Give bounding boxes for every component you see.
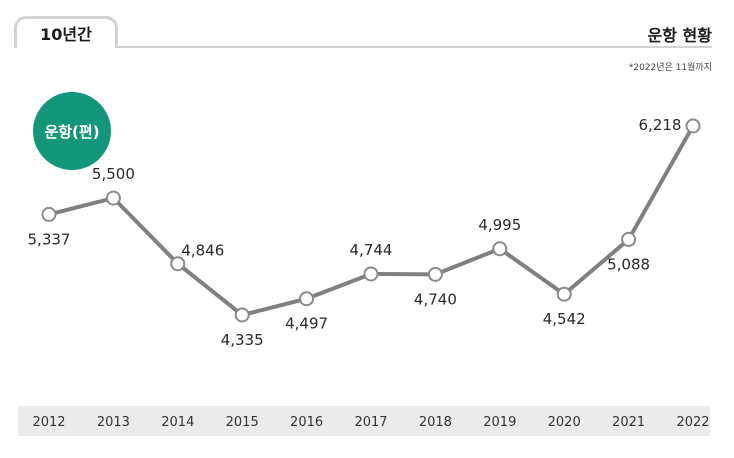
x-tick-label: 2015 <box>226 415 259 430</box>
data-point <box>556 286 572 302</box>
data-label: 4,995 <box>478 216 521 234</box>
x-tick-label: 2018 <box>419 415 452 430</box>
data-label: 4,497 <box>285 315 328 333</box>
data-label: 4,744 <box>350 241 393 259</box>
x-tick-label: 2020 <box>548 415 581 430</box>
data-label: 6,218 <box>639 116 682 134</box>
data-label: 4,740 <box>414 290 457 308</box>
period-tab[interactable]: 10년간 <box>14 16 118 48</box>
data-point <box>234 307 250 323</box>
data-label: 4,335 <box>221 331 264 349</box>
x-tick-label: 2017 <box>354 415 387 430</box>
x-tick-label: 2014 <box>161 415 194 430</box>
data-point <box>105 190 121 206</box>
data-point <box>299 291 315 307</box>
x-tick-label: 2012 <box>32 415 65 430</box>
data-point <box>685 118 701 134</box>
data-point <box>363 266 379 282</box>
header-divider <box>118 46 712 48</box>
data-label: 5,088 <box>607 255 650 273</box>
chart-title: 운항 현황 <box>647 26 712 45</box>
data-point <box>621 231 637 247</box>
x-axis-band <box>18 406 710 436</box>
footnote: *2022년은 11월까지 <box>628 63 712 73</box>
x-tick-label: 2021 <box>612 415 645 430</box>
data-point <box>170 256 186 272</box>
data-point <box>41 206 57 222</box>
x-tick-label: 2022 <box>676 415 709 430</box>
data-point <box>492 241 508 257</box>
unit-badge: 운항(편) <box>33 92 111 170</box>
data-label: 4,846 <box>181 242 224 260</box>
data-label: 5,500 <box>92 165 135 183</box>
data-label: 5,337 <box>28 230 71 248</box>
x-tick-label: 2016 <box>290 415 323 430</box>
data-label: 4,542 <box>543 310 586 328</box>
data-point <box>427 266 443 282</box>
x-tick-label: 2019 <box>483 415 516 430</box>
x-tick-label: 2013 <box>97 415 130 430</box>
series-line <box>48 125 695 317</box>
